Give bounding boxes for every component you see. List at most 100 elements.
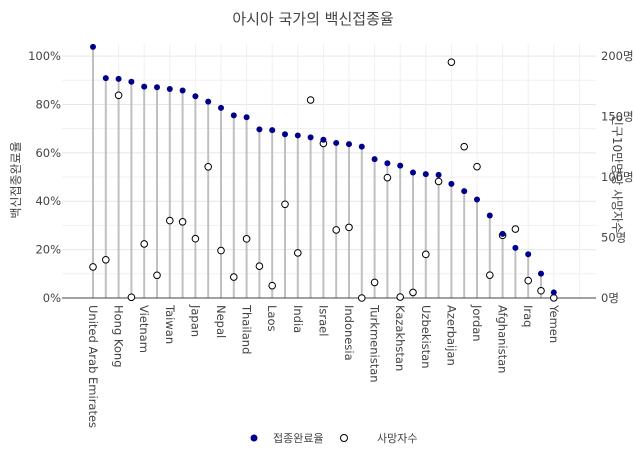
rate-point xyxy=(192,93,199,100)
x-tick-label: Hong Kong xyxy=(112,305,126,368)
death-point xyxy=(486,271,494,279)
death-point xyxy=(537,286,545,295)
x-tick-label: Thailand xyxy=(240,304,254,354)
death-point xyxy=(473,162,481,171)
legend-death-marker xyxy=(340,434,348,442)
legend-rate-label: 접종완료율 xyxy=(273,432,324,445)
death-point xyxy=(114,91,123,100)
death-point xyxy=(383,173,392,182)
death-point xyxy=(306,96,315,104)
rate-point xyxy=(166,85,173,92)
x-tick-label: Indonesia xyxy=(342,305,356,361)
rate-point xyxy=(269,127,276,134)
rate-point xyxy=(358,143,365,150)
legend: 접종완료율 사망자수 xyxy=(250,432,417,445)
death-point xyxy=(102,255,110,264)
rate-point xyxy=(282,131,288,138)
rate-point xyxy=(512,244,519,251)
y-axis-title: 백신접종완료율 xyxy=(9,141,23,218)
death-point xyxy=(370,278,379,287)
death-point xyxy=(204,162,212,171)
death-point xyxy=(166,216,174,225)
rate-point xyxy=(205,98,212,105)
y2-tick-label: 150명 xyxy=(601,110,634,124)
x-tick-label: India xyxy=(291,305,305,333)
x-tick-label: Turkmenistan xyxy=(368,304,382,383)
y-axis-ticks: 0% 20% 40% 60% 80% 100% xyxy=(28,49,61,305)
rate-point xyxy=(115,75,122,82)
x-tick-label: Israel xyxy=(316,305,330,336)
x-axis-ticks: United Arab Emirates Hong Kong Vietnam Taiw… xyxy=(86,304,561,428)
death-point xyxy=(396,293,405,301)
y-tick-label: 100% xyxy=(28,49,61,63)
x-tick-label: Taiwan xyxy=(163,304,177,344)
x-tick-label: United Arab Emirates xyxy=(86,305,100,428)
death-point xyxy=(511,225,520,233)
rate-point xyxy=(128,78,135,85)
stems xyxy=(92,46,555,298)
death-point xyxy=(281,200,289,209)
x-tick-label: Kazakhstan xyxy=(393,305,407,371)
death-point xyxy=(230,273,238,281)
death-point xyxy=(268,281,277,290)
x-tick-label: Uzbekistan xyxy=(419,305,433,369)
x-tick-label: Jordan xyxy=(470,304,484,342)
rate-point xyxy=(230,112,237,119)
rate-point xyxy=(141,83,148,90)
rate-point xyxy=(346,141,352,148)
y-tick-label: 0% xyxy=(43,291,61,305)
rate-point xyxy=(474,196,480,203)
rate-point xyxy=(179,87,186,94)
death-point xyxy=(255,262,264,270)
death-point xyxy=(294,249,302,257)
rate-point xyxy=(410,169,416,176)
rate-point xyxy=(525,251,532,258)
death-point xyxy=(191,234,200,243)
rate-point xyxy=(218,104,224,111)
rate-point xyxy=(102,75,109,82)
y-tick-label: 80% xyxy=(35,97,61,111)
rate-point xyxy=(538,270,544,277)
y2-tick-label: 0명 xyxy=(601,291,619,305)
death-point xyxy=(89,263,97,271)
y-tick-label: 40% xyxy=(35,194,61,208)
x-tick-label: Yemen xyxy=(547,304,561,343)
rate-point xyxy=(294,132,301,139)
rate-point xyxy=(422,171,429,178)
rate-point xyxy=(486,212,493,219)
death-point xyxy=(217,246,225,255)
rate-point xyxy=(550,289,557,296)
rate-point xyxy=(461,188,468,195)
death-point xyxy=(140,240,148,248)
rate-point xyxy=(499,230,506,237)
x-tick-label: Japan xyxy=(188,304,202,337)
y2-axis-title: 인구10만명당 사망자수 xyxy=(610,115,624,233)
death-point xyxy=(358,294,366,302)
legend-rate-marker xyxy=(250,434,258,442)
death-point xyxy=(447,58,456,66)
rate-point xyxy=(333,139,340,146)
rate-point xyxy=(435,171,442,178)
death-point xyxy=(178,218,187,226)
death-point xyxy=(127,293,136,302)
rate-point xyxy=(384,160,391,167)
rate-point xyxy=(256,126,263,133)
death-point xyxy=(550,294,558,302)
death-point xyxy=(345,223,353,232)
x-tick-label: Laos xyxy=(265,305,279,331)
x-tick-label: Vietnam xyxy=(137,305,151,353)
rate-series xyxy=(90,43,557,296)
x-tick-label: Iraq xyxy=(521,305,535,327)
death-point xyxy=(332,226,341,234)
x-tick-label: Nepal xyxy=(214,305,228,338)
death-point xyxy=(242,235,251,243)
death-point xyxy=(460,142,469,151)
rate-point xyxy=(90,43,96,50)
death-point xyxy=(409,288,417,297)
deaths-series xyxy=(89,58,558,302)
chart-title: 아시아 국가의 백신접종율 xyxy=(232,10,393,28)
death-point xyxy=(422,250,430,259)
y2-tick-label: 200명 xyxy=(601,49,634,63)
y-tick-label: 60% xyxy=(35,146,61,160)
